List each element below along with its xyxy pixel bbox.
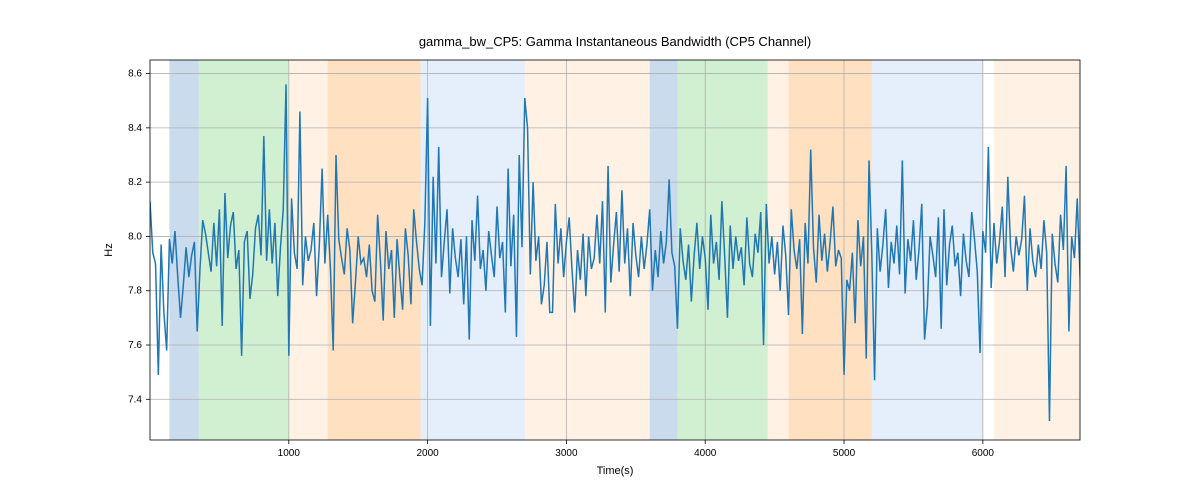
y-tick-label: 8.2 <box>128 177 142 188</box>
x-tick-label: 1000 <box>278 448 301 459</box>
span-region <box>872 60 983 440</box>
y-tick-label: 7.6 <box>128 340 142 351</box>
chart-title: gamma_bw_CP5: Gamma Instantaneous Bandwi… <box>419 34 811 49</box>
span-region <box>328 60 421 440</box>
x-tick-label: 3000 <box>555 448 578 459</box>
x-tick-label: 2000 <box>416 448 439 459</box>
x-axis-label: Time(s) <box>597 465 634 477</box>
chart-container: 1000 2000 3000 4000 5000 6000 7.4 7.6 7.8 8.0 8.2 8… <box>0 0 1200 500</box>
span-region <box>650 60 678 440</box>
x-tick-label: 4000 <box>694 448 717 459</box>
y-tick-label: 8.4 <box>128 123 142 134</box>
line-chart: 1000 2000 3000 4000 5000 6000 7.4 7.6 7.8 8.0 8.2 8… <box>0 0 1200 500</box>
span-region <box>525 60 650 440</box>
y-tick-label: 8.6 <box>128 69 142 80</box>
x-tick-label: 6000 <box>972 448 995 459</box>
y-tick-label: 8.0 <box>128 231 142 242</box>
y-tick-label: 7.8 <box>128 286 142 297</box>
y-axis-label: Hz <box>103 243 115 256</box>
y-tick-label: 7.4 <box>128 394 142 405</box>
x-tick-label: 5000 <box>833 448 856 459</box>
